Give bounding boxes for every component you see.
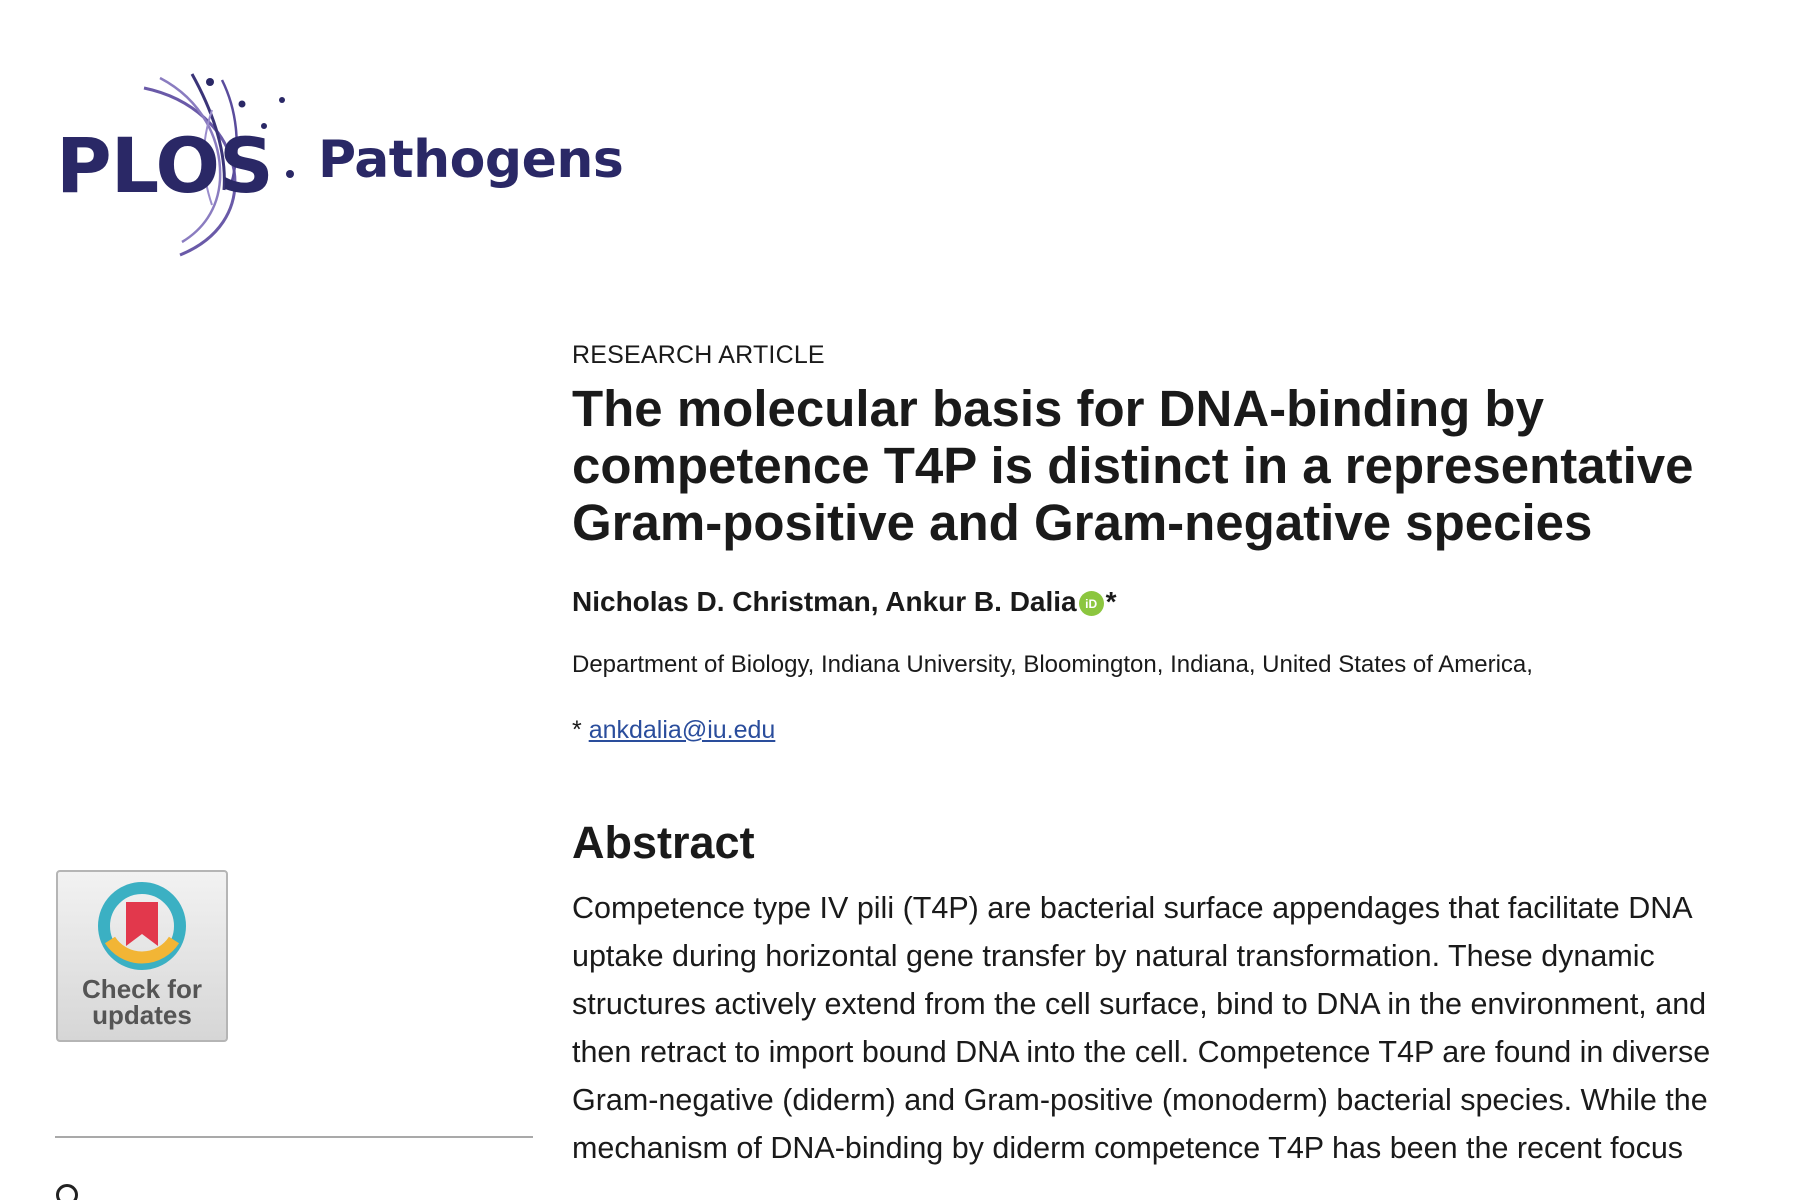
corresponding-author-marker: * [1105, 586, 1117, 617]
abstract-heading: Abstract [572, 817, 755, 869]
orcid-icon[interactable]: iD [1078, 591, 1104, 617]
logo-brand-text: PLOS [56, 121, 274, 210]
check-for-updates-line1: Check for [82, 974, 202, 1004]
check-for-updates-label: Check for updates [58, 976, 226, 1028]
plos-logo-swirl-icon [143, 73, 294, 257]
article-title: The molecular basis for DNA-binding by c… [572, 380, 1694, 551]
open-access-icon [56, 1184, 96, 1200]
bookmark-check-icon [98, 882, 186, 970]
correspondence-marker: * [572, 715, 582, 744]
article-header: RESEARCH ARTICLE The molecular basis for… [572, 340, 1772, 1172]
logo-journal-name: Pathogens [318, 130, 624, 190]
author-affiliation: Department of Biology, Indiana Universit… [572, 650, 1533, 678]
check-for-updates-line2: updates [92, 1000, 192, 1030]
author-list: Nicholas D. Christman, Ankur B. Dalia iD… [572, 585, 1772, 619]
article-type: RESEARCH ARTICLE [572, 341, 825, 369]
author-names: Nicholas D. Christman, Ankur B. Dalia [572, 586, 1077, 617]
sidebar-divider [55, 1136, 533, 1138]
journal-logo[interactable]: PLOS Pathogens [52, 70, 624, 260]
correspondence-email-link[interactable]: ankdalia@iu.edu [588, 715, 776, 744]
check-for-updates-button[interactable]: Check for updates [56, 870, 228, 1042]
abstract-text: Competence type IV pili (T4P) are bacter… [572, 891, 1711, 1166]
correspondence: * ankdalia@iu.edu [572, 714, 1772, 747]
